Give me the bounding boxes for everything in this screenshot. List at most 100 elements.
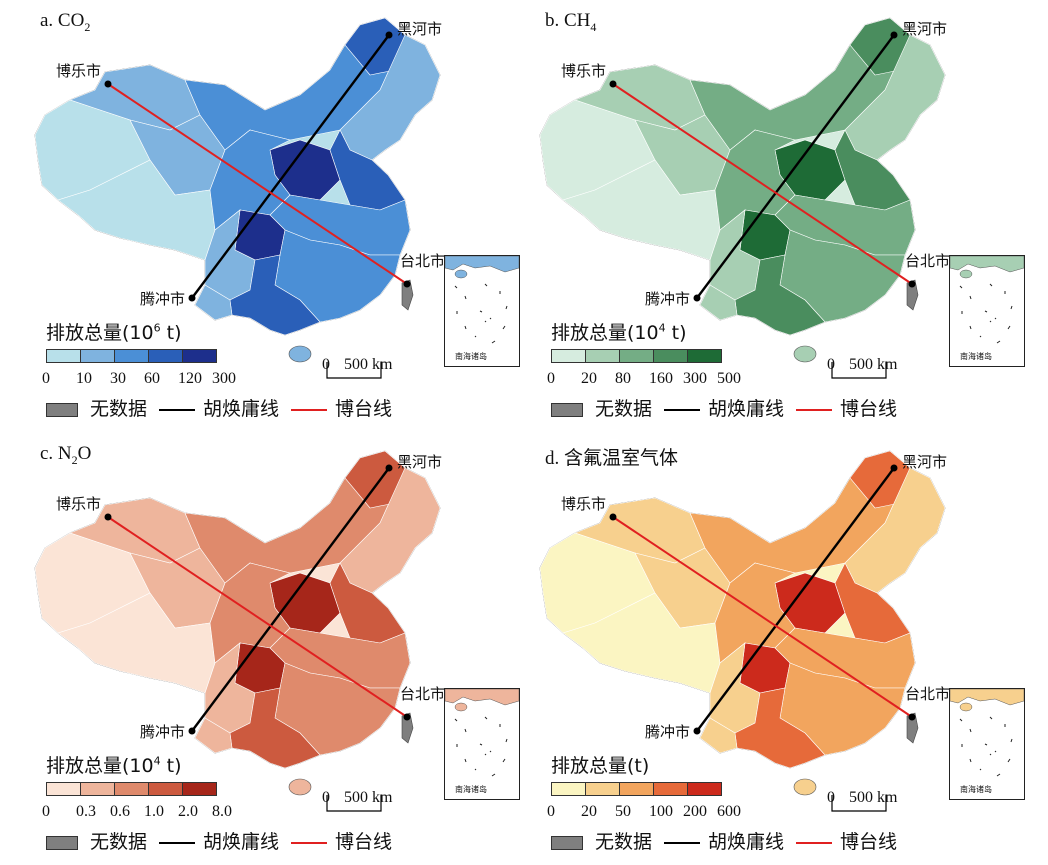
inset-hainan: [454, 269, 468, 279]
scale-zero: 0: [322, 356, 330, 373]
inset-dashes: [454, 716, 508, 777]
legend-swatch: [81, 783, 115, 795]
scale-value: 500 km: [849, 789, 898, 806]
city-label-bole: 博乐市: [56, 62, 102, 80]
panel-d: d. 含氟温室气体 黑河市 博乐市 腾冲市 台北市 南海诸岛 0 500 km …: [505, 433, 1029, 865]
legend-swatch: [115, 350, 149, 362]
tengchong-point: [693, 294, 701, 302]
scale-value: 500 km: [849, 356, 898, 373]
legend-swatch: [586, 783, 620, 795]
inset-hainan: [959, 702, 973, 712]
panel-title: c. N2O: [40, 443, 92, 467]
hainan-island: [288, 345, 312, 363]
legend-tick-label: 100: [649, 803, 673, 820]
city-label-heihe: 黑河市: [397, 20, 443, 38]
legend-swatch: [552, 350, 586, 362]
hu-line-swatch: [664, 408, 701, 411]
scale-zero: 0: [827, 789, 835, 806]
hu-line-label: 胡焕庸线: [708, 398, 785, 420]
inset-dashes: [454, 283, 508, 344]
china-map: [539, 17, 946, 363]
bo-tai-line: [612, 516, 913, 718]
bo-line-label: 博台线: [335, 398, 393, 420]
inset-coast: [949, 688, 1025, 706]
legend-tick-label: 600: [717, 803, 741, 820]
legend-swatch: [654, 783, 688, 795]
tengchong-point: [693, 727, 701, 735]
hainan-island: [793, 778, 817, 796]
legend-swatch: [115, 783, 149, 795]
legend-tick-label: 60: [144, 370, 160, 387]
legend-tick-label: 500: [717, 370, 741, 387]
heihe-point: [385, 31, 393, 39]
taiwan-nodata: [401, 712, 414, 744]
hu-huanyong-line: [696, 34, 895, 299]
legend-tick-label: 0.6: [110, 803, 130, 820]
panel-title: b. CH4: [545, 10, 597, 34]
bo-tai-line: [107, 83, 408, 285]
inset-map: [949, 688, 1025, 777]
city-label-taipei: 台北市: [905, 252, 951, 270]
legend-swatch: [149, 783, 183, 795]
city-label-bole: 博乐市: [561, 495, 607, 513]
inset-map: [949, 255, 1025, 344]
scale-zero: 0: [827, 356, 835, 373]
bo-line-swatch: [796, 841, 833, 844]
legend-tick-label: 300: [212, 370, 236, 387]
south-china-sea-inset: 南海诸岛: [444, 255, 520, 367]
taipei-point: [403, 713, 411, 721]
scale-zero: 0: [322, 789, 330, 806]
legend-tick-label: 50: [615, 803, 631, 820]
city-label-tengchong: 腾冲市: [140, 723, 186, 741]
inset-coast: [949, 255, 1025, 273]
inset-label: 南海诸岛: [960, 785, 992, 794]
panel-c: c. N2O 黑河市 博乐市 腾冲市 台北市 南海诸岛 0 500 km 排放总…: [0, 433, 524, 865]
legend-tick-label: 20: [581, 803, 597, 820]
legend-swatch: [620, 783, 654, 795]
nodata-label: 无数据: [595, 398, 653, 420]
city-label-heihe: 黑河市: [902, 453, 948, 471]
heihe-point: [890, 464, 898, 472]
bo-tai-line: [107, 516, 408, 718]
legend-title: 排放总量(106 t): [46, 321, 182, 344]
city-label-taipei: 台北市: [400, 252, 446, 270]
legend-swatch: [183, 783, 216, 795]
inset-hainan: [959, 269, 973, 279]
taipei-point: [908, 280, 916, 288]
inset-label: 南海诸岛: [455, 785, 487, 794]
legend-tick-label: 160: [649, 370, 673, 387]
legend-title: 排放总量(104 t): [551, 321, 687, 344]
legend-swatch: [81, 350, 115, 362]
legend-color-scale: [46, 782, 217, 796]
hu-line-swatch: [159, 408, 196, 411]
legend-swatch: [688, 350, 721, 362]
legend-tick-label: 200: [683, 803, 707, 820]
panel-b: b. CH4 黑河市 博乐市 腾冲市 台北市 南海诸岛 0 500 km 排放总…: [505, 0, 1029, 432]
city-label-heihe: 黑河市: [902, 20, 948, 38]
legend-color-scale: [551, 349, 722, 363]
bole-point: [609, 80, 617, 88]
legend-tick-labels: 0 20 80 160 300 500: [545, 370, 785, 390]
legend-tick-labels: 0 0.3 0.6 1.0 2.0 8.0: [40, 803, 280, 823]
panel-title: d. 含氟温室气体: [545, 448, 679, 469]
legend-tick-label: 0.3: [76, 803, 96, 820]
nodata-swatch: [46, 402, 78, 417]
region-patch: [844, 34, 946, 161]
hu-line-swatch: [664, 841, 701, 844]
taipei-point: [908, 713, 916, 721]
legend-tick-label: 0: [547, 803, 555, 820]
inset-label: 南海诸岛: [960, 352, 992, 361]
hu-huanyong-line: [191, 467, 390, 732]
taiwan-nodata: [401, 279, 414, 311]
legend-key-row: 无数据 胡焕庸线 博台线: [46, 827, 392, 853]
hu-huanyong-line: [191, 34, 390, 299]
legend-title: 排放总量(104 t): [46, 754, 182, 777]
region-patch: [339, 467, 441, 594]
inset-dashes: [959, 283, 1013, 344]
city-label-bole: 博乐市: [561, 62, 607, 80]
legend-tick-label: 80: [615, 370, 631, 387]
region-patch: [844, 467, 946, 594]
scale-bar-line: [831, 362, 887, 379]
tengchong-point: [188, 294, 196, 302]
legend-tick-labels: 0 10 30 60 120 300: [40, 370, 280, 390]
